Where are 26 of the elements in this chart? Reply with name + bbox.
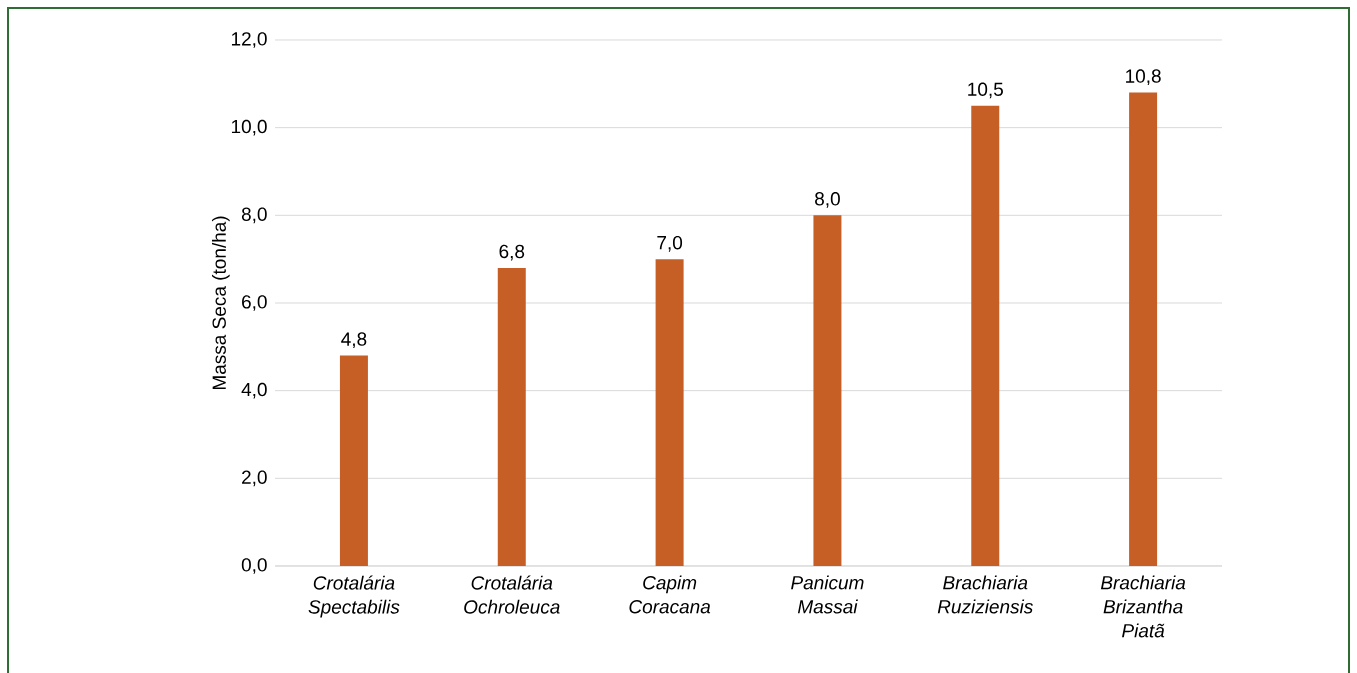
- bar: [1129, 92, 1158, 566]
- x-tick-label: Capim Coracana: [629, 575, 711, 614]
- y-tick-label: 10,0: [231, 119, 267, 136]
- y-tick-label: 4,0: [241, 382, 267, 399]
- data-label: 4,8: [341, 332, 367, 349]
- y-axis-title: Massa Seca (ton/ha): [211, 216, 230, 390]
- y-tick-label: 12,0: [231, 32, 267, 48]
- y-tick-label: 8,0: [241, 207, 267, 224]
- bar: [971, 105, 1000, 566]
- bar: [813, 215, 842, 566]
- data-label: 6,8: [499, 244, 525, 261]
- data-label: 8,0: [815, 192, 840, 208]
- x-tick-label: Crotalária Ochroleuca: [464, 575, 560, 614]
- bar: [655, 259, 684, 566]
- x-tick-label: Crotalária Spectabilis: [308, 575, 400, 618]
- y-tick-label: 6,0: [242, 295, 267, 311]
- y-tick-label: 2,0: [242, 470, 267, 487]
- bar: [339, 355, 368, 566]
- data-label: 7,0: [657, 235, 683, 252]
- data-label: 10,5: [968, 82, 1003, 99]
- data-label: 10,8: [1126, 69, 1161, 86]
- x-tick-label: Panicum Massai: [791, 575, 864, 614]
- x-tick-label: Brachiaria Brizantha Piatã: [1100, 575, 1186, 638]
- bar: [497, 267, 526, 566]
- x-tick-label: Brachiaria Ruziziensis: [937, 575, 1033, 614]
- y-tick-label: 0,0: [241, 558, 267, 574]
